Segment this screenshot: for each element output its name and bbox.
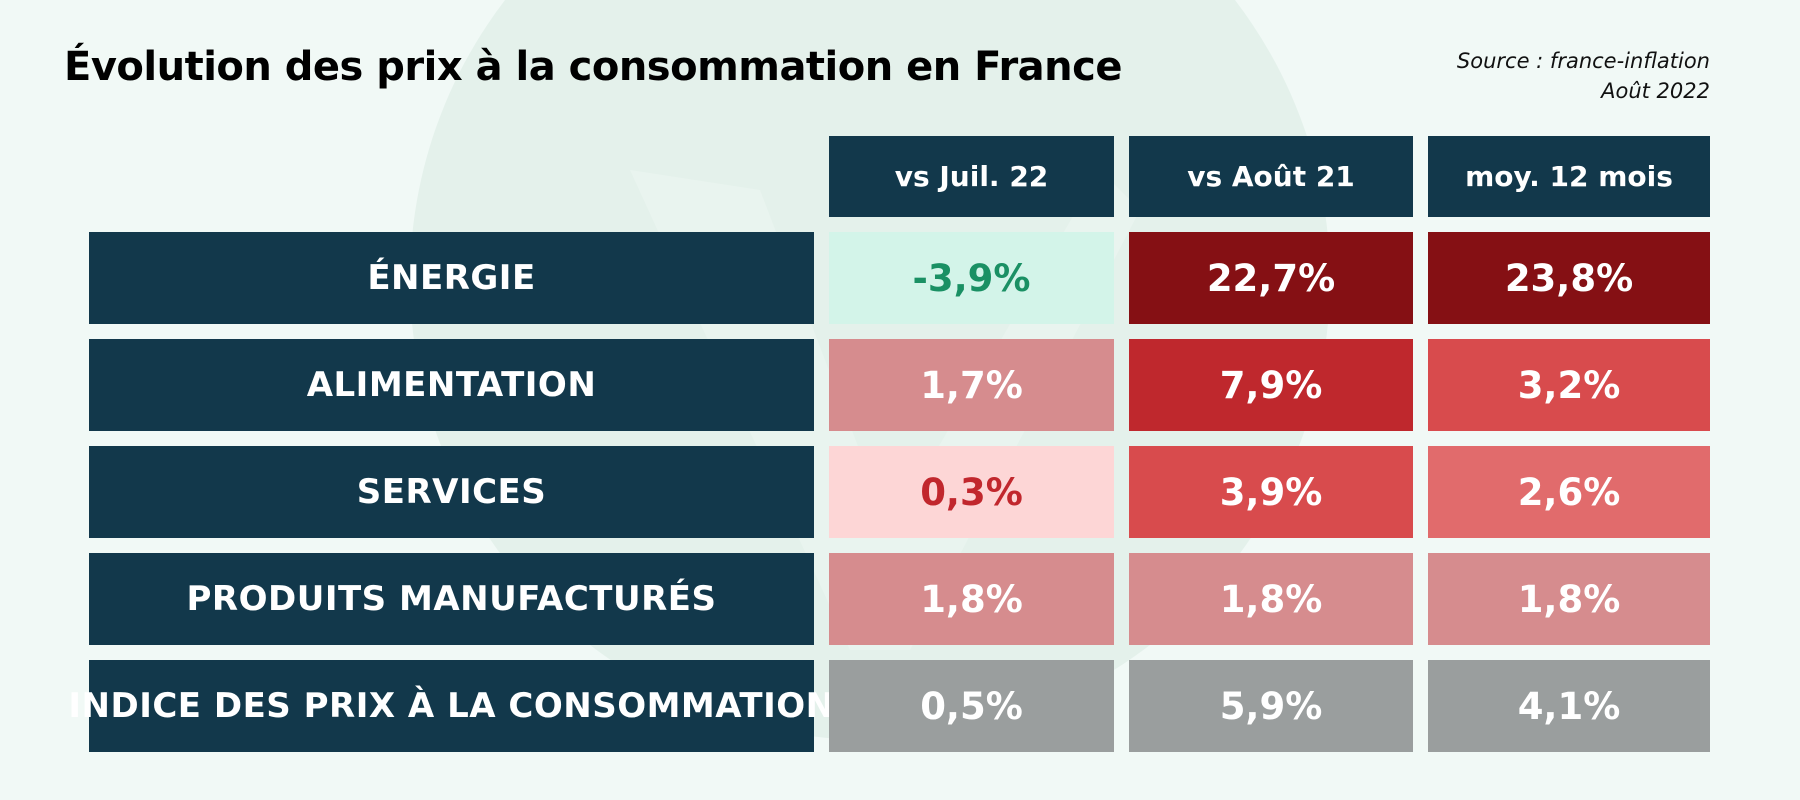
table-row: PRODUITS MANUFACTURÉS 1,8% 1,8% 1,8% [89,553,1711,645]
value-cell: 23,8% [1428,232,1710,324]
value-cell: 7,9% [1129,339,1413,431]
row-label: ÉNERGIE [89,232,814,324]
table-header-row: vs Juil. 22 vs Août 21 moy. 12 mois [89,136,1711,217]
table-row: ALIMENTATION 1,7% 7,9% 3,2% [89,339,1711,431]
table-row: INDICE DES PRIX À LA CONSOMMATION 0,5% 5… [68,660,1711,752]
value-cell: -3,9% [829,232,1114,324]
value-cell: 3,2% [1428,339,1710,431]
value-cell: 2,6% [1428,446,1710,538]
source-line: Source : france-inflation [1456,49,1710,73]
value-cell: 22,7% [1129,232,1413,324]
row-label: PRODUITS MANUFACTURÉS [89,553,814,645]
inflation-table: vs Juil. 22 vs Août 21 moy. 12 mois ÉNER… [68,136,1711,767]
table-row: SERVICES 0,3% 3,9% 2,6% [89,446,1711,538]
row-label: INDICE DES PRIX À LA CONSOMMATION [68,660,834,752]
value-cell: 1,8% [1129,553,1413,645]
value-cell: 1,8% [1428,553,1710,645]
table-row: ÉNERGIE -3,9% 22,7% 23,8% [89,232,1711,324]
value-cell: 3,9% [1129,446,1413,538]
value-cell: 4,1% [1428,660,1710,752]
value-cell: 1,7% [829,339,1114,431]
source-date: Août 2022 [1601,79,1710,103]
column-header: moy. 12 mois [1428,136,1710,217]
value-cell: 0,3% [829,446,1114,538]
page-title: Évolution des prix à la consommation en … [64,44,1122,90]
value-cell: 5,9% [1129,660,1413,752]
value-cell: 1,8% [829,553,1114,645]
column-header: vs Juil. 22 [829,136,1114,217]
value-cell: 0,5% [829,660,1114,752]
column-header: vs Août 21 [1129,136,1413,217]
row-label: ALIMENTATION [89,339,814,431]
row-label: SERVICES [89,446,814,538]
source-note: Source : france-inflation Août 2022 [1457,46,1710,106]
header-corner [89,136,814,217]
